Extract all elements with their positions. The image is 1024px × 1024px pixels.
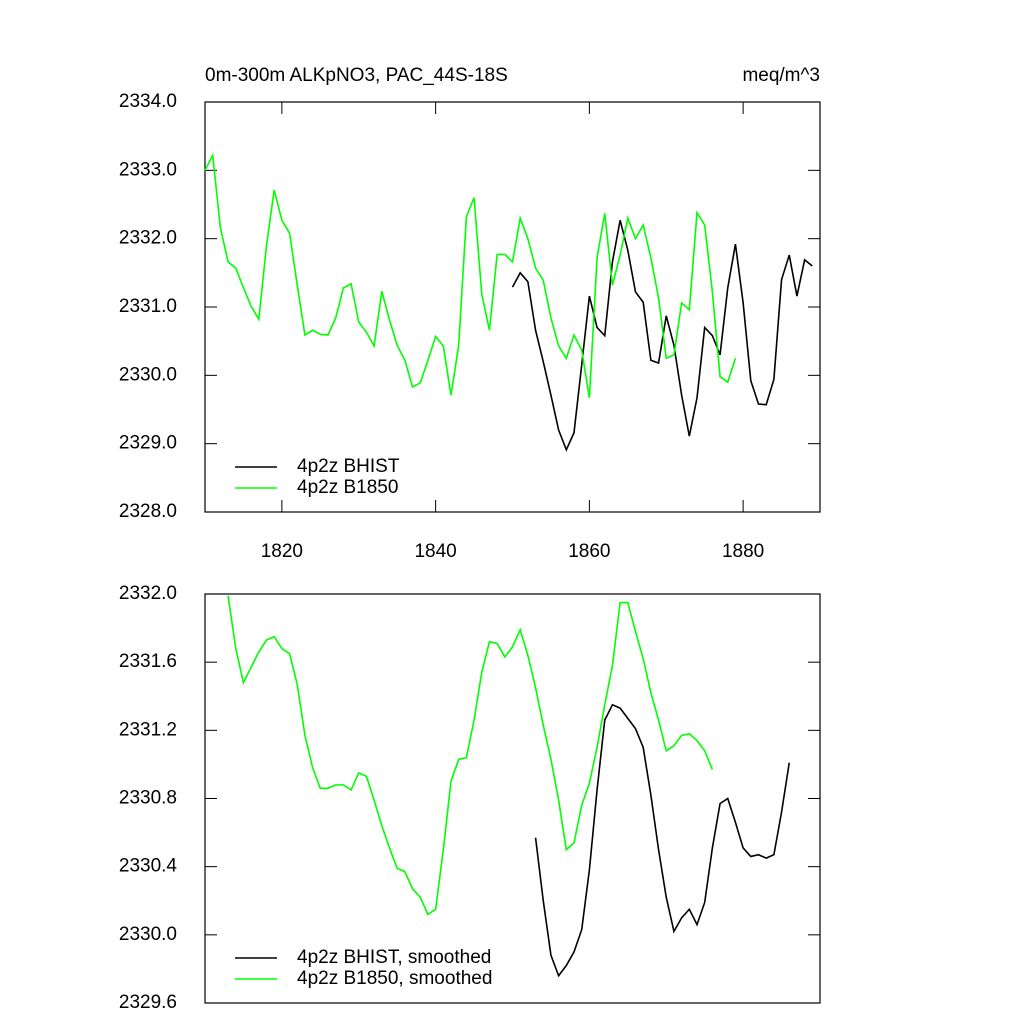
legend-label: 4p2z BHIST	[297, 456, 400, 477]
series-line	[534, 703, 791, 978]
y-tick-label: 2332.0	[119, 583, 177, 604]
y-tick-label: 2331.6	[119, 651, 177, 672]
series-line	[511, 220, 813, 452]
plot-frame	[204, 101, 821, 513]
x-tick-label: 1860	[568, 541, 610, 562]
x-tick-label: 1840	[414, 541, 456, 562]
legend-label: 4p2z B1850	[297, 477, 398, 498]
chart-title: 0m-300m ALKpNO3, PAC_44S-18S	[205, 65, 508, 86]
y-tick-label: 2329.6	[119, 992, 177, 1013]
series-line	[204, 152, 737, 399]
y-tick-label: 2330.0	[119, 924, 177, 945]
legend-label: 4p2z BHIST, smoothed	[297, 947, 491, 968]
y-tick-label: 2331.2	[119, 719, 177, 740]
y-tick-label: 2330.0	[119, 364, 177, 385]
y-tick-label: 2330.8	[119, 788, 177, 809]
series-line	[227, 595, 714, 916]
y-tick-label: 2329.0	[119, 433, 177, 454]
y-tick-label: 2330.4	[119, 856, 178, 877]
x-tick-label: 1820	[261, 541, 303, 562]
y-tick-label: 2331.0	[119, 296, 177, 317]
y-tick-label: 2328.0	[119, 501, 177, 522]
y-tick-label: 2334.0	[119, 91, 177, 112]
x-tick-label: 1880	[722, 541, 764, 562]
y-tick-label: 2332.0	[119, 228, 177, 249]
legend-label: 4p2z B1850, smoothed	[297, 968, 492, 989]
units-label: meq/m^3	[742, 65, 820, 86]
y-tick-label: 2333.0	[119, 159, 177, 180]
